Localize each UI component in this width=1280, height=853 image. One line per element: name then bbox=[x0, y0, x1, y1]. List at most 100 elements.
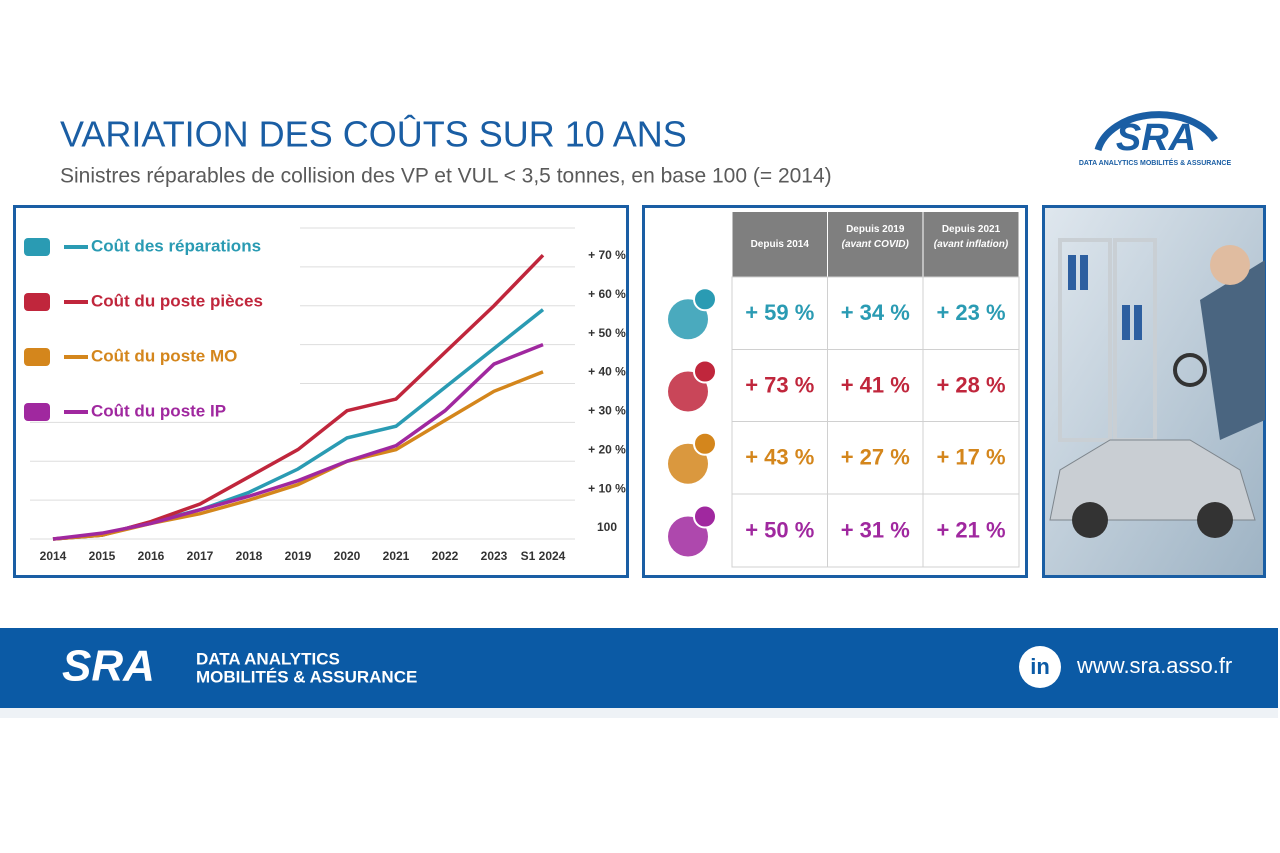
x-tick-label: 2018 bbox=[236, 549, 263, 563]
y-tick-label: + 50 % bbox=[588, 326, 626, 340]
logo-arc bbox=[1094, 111, 1218, 152]
row-icon bbox=[668, 516, 708, 557]
footer-bar bbox=[0, 628, 1278, 708]
cell-value: + 59 % bbox=[745, 300, 814, 325]
row-icon-badge bbox=[693, 359, 717, 384]
header-text-box: (avant COVID) bbox=[841, 239, 909, 250]
header-text: (avant inflation) bbox=[933, 239, 1009, 250]
legend-icon bbox=[24, 293, 50, 311]
legend-label: Coût des réparations bbox=[91, 236, 261, 255]
cell-value: + 28 % bbox=[936, 372, 1005, 397]
logo-name: SRA bbox=[1116, 117, 1196, 159]
row-icon-badge bbox=[693, 431, 717, 456]
row-icon-badge bbox=[693, 287, 717, 312]
cell bbox=[922, 493, 1020, 568]
subtitle: Sinistres réparables de collision des VP… bbox=[60, 165, 832, 188]
x-tick-label: 2023 bbox=[481, 549, 508, 563]
x-tick-label: 2020 bbox=[334, 549, 361, 563]
cell-value: + 31 % bbox=[841, 517, 910, 542]
car bbox=[1049, 439, 1256, 521]
y-tick-label: + 40 % bbox=[588, 365, 626, 379]
cell-value: + 73 % bbox=[745, 372, 814, 397]
cell bbox=[827, 421, 924, 495]
cell-value: + 34 % bbox=[841, 300, 910, 325]
x-tick-label: 2022 bbox=[432, 549, 459, 563]
footer-shadow bbox=[0, 708, 1278, 718]
x-tick-label: 2015 bbox=[89, 549, 116, 563]
footer-line: MOBILITÉS & ASSURANCE bbox=[196, 667, 417, 686]
legend-label: Coût du poste IP bbox=[91, 401, 226, 420]
cell bbox=[827, 276, 924, 350]
cell-value: + 23 % bbox=[936, 300, 1005, 325]
cell-value: + 43 % bbox=[745, 445, 814, 470]
legend-icon bbox=[24, 238, 50, 256]
x-tick-label: 2021 bbox=[383, 549, 410, 563]
legend-icon bbox=[24, 348, 50, 366]
cell bbox=[922, 421, 1020, 495]
title: VARIATION DES COÛTS SUR 10 ANS bbox=[60, 114, 687, 155]
header-text-box: (avant inflation) bbox=[933, 239, 1009, 250]
wheel bbox=[1197, 502, 1233, 538]
x-tick-label: 2014 bbox=[40, 549, 67, 563]
series-line bbox=[52, 342, 544, 541]
linkedin-label[interactable]: in bbox=[1030, 654, 1050, 679]
header-cell bbox=[923, 212, 1019, 277]
header-cell bbox=[828, 212, 923, 277]
legend-icon bbox=[24, 403, 50, 421]
cell-value: + 41 % bbox=[841, 372, 910, 397]
cell-value: + 17 % bbox=[936, 445, 1005, 470]
logo: SRA DATA ANALYTICS MOBILITÉS & ASSURANCE bbox=[1079, 111, 1232, 167]
y-tick-label: + 10 % bbox=[588, 481, 626, 495]
x-tick-label: 2019 bbox=[285, 549, 312, 563]
cell-value: + 50 % bbox=[745, 517, 814, 542]
binder bbox=[1134, 305, 1142, 340]
header-text-box: Depuis 2019 bbox=[846, 224, 905, 235]
cell bbox=[731, 421, 828, 495]
table: Depuis 2014 Depuis 2019 (avant COVID) Depui… bbox=[668, 212, 1020, 568]
legend-label: Coût du poste MO bbox=[91, 346, 237, 365]
cell bbox=[827, 349, 924, 422]
cell bbox=[731, 276, 828, 350]
row-icon-badge bbox=[693, 504, 717, 529]
header-text: Depuis 2019 bbox=[846, 224, 905, 235]
header-cell bbox=[732, 212, 827, 277]
wheel bbox=[1072, 502, 1108, 538]
x-tick-label: 2017 bbox=[187, 549, 214, 563]
header-text: (avant COVID) bbox=[841, 239, 909, 250]
binder bbox=[1080, 255, 1088, 290]
header-text: Depuis 2014 bbox=[750, 239, 809, 250]
logo-tagline: DATA ANALYTICS MOBILITÉS & ASSURANCE bbox=[1079, 158, 1232, 167]
website[interactable]: www.sra.asso.fr bbox=[1076, 653, 1232, 678]
row-icon bbox=[668, 371, 708, 412]
person bbox=[1200, 260, 1265, 440]
shelf bbox=[1058, 238, 1112, 442]
magnifier bbox=[1173, 353, 1207, 387]
row-icon bbox=[668, 443, 708, 484]
header-text-box: Depuis 2021 bbox=[941, 224, 1001, 235]
cell bbox=[731, 493, 828, 568]
legend-label: Coût du poste pièces bbox=[91, 291, 263, 310]
cell-value: + 21 % bbox=[936, 517, 1005, 542]
binder bbox=[1068, 255, 1076, 290]
linkedin-icon[interactable] bbox=[1019, 646, 1061, 688]
row-icon bbox=[668, 299, 708, 340]
binder bbox=[1122, 305, 1130, 340]
chart-panel bbox=[13, 205, 629, 578]
footer-brand: SRA bbox=[62, 642, 155, 691]
cell-value: + 27 % bbox=[841, 445, 910, 470]
y-tick-label: + 70 % bbox=[588, 248, 626, 262]
cell bbox=[731, 349, 828, 422]
x-tick-label: S1 2024 bbox=[521, 549, 566, 563]
x-tick-label: 2016 bbox=[138, 549, 165, 563]
cell bbox=[922, 276, 1020, 350]
header-text: Depuis 2021 bbox=[941, 224, 1001, 235]
head bbox=[1210, 245, 1250, 285]
header-text-box: Depuis 2014 bbox=[750, 239, 809, 250]
y-tick-label: + 60 % bbox=[588, 287, 626, 301]
footer-line: DATA ANALYTICS bbox=[196, 649, 340, 668]
y-tick-label: + 20 % bbox=[588, 442, 626, 456]
photo bbox=[1042, 205, 1266, 578]
y-tick-label: + 30 % bbox=[588, 404, 626, 418]
y-tick-label: 100 bbox=[597, 520, 617, 534]
